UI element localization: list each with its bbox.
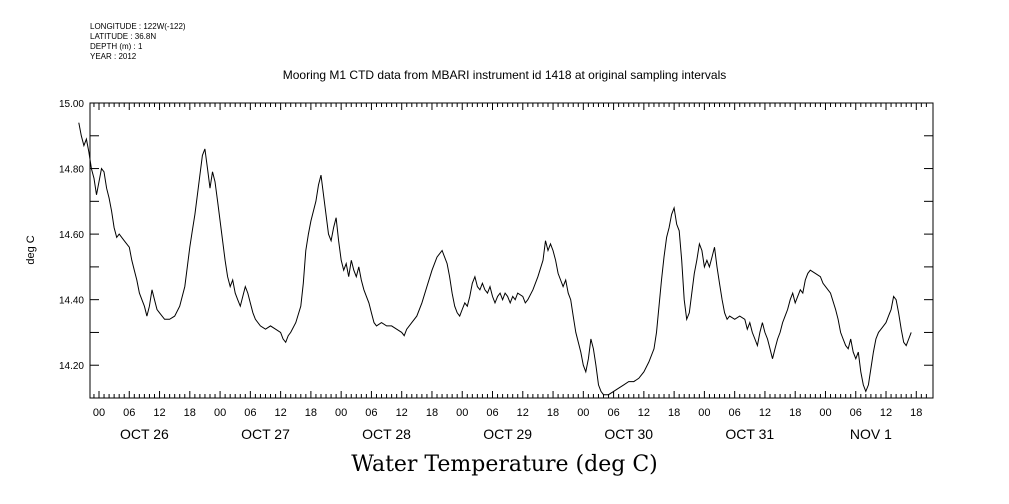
metadata-block: LONGITUDE : 122W(-122) LATITUDE : 36.8N …: [90, 22, 186, 62]
x-tick-label: 00: [214, 407, 226, 419]
x-tick-label: 12: [759, 407, 771, 419]
x-tick-label: 12: [517, 407, 529, 419]
x-tick-label: 00: [819, 407, 831, 419]
series-layer: [78, 122, 912, 396]
x-tick-label: 06: [607, 407, 619, 419]
day-label: OCT 30: [604, 426, 653, 442]
y-tick-label: 14.20: [59, 361, 84, 372]
y-tick-label: 14.40: [59, 296, 84, 307]
x-tick-label: 00: [698, 407, 710, 419]
x-tick-label: 06: [850, 407, 862, 419]
x-tick-label: 18: [184, 407, 196, 419]
plot-frame: [89, 102, 934, 399]
x-tick-label: 18: [789, 407, 801, 419]
x-tick-label: 00: [577, 407, 589, 419]
x-tick-label: 00: [93, 407, 105, 419]
day-label: NOV 1: [850, 426, 892, 442]
day-label: OCT 26: [120, 426, 169, 442]
x-tick-label: 06: [244, 407, 256, 419]
x-tick-label: 18: [305, 407, 317, 419]
temperature-series-line: [78, 122, 912, 396]
latitude-label: LATITUDE : 36.8N: [90, 32, 157, 41]
x-tick-label: 06: [365, 407, 377, 419]
axis-ticks: [90, 102, 933, 399]
y-tick-label: 15.00: [59, 99, 84, 110]
day-label: OCT 28: [362, 426, 411, 442]
x-tick-label: 12: [274, 407, 286, 419]
x-tick-label: 12: [880, 407, 892, 419]
chart-title: Mooring M1 CTD data from MBARI instrumen…: [282, 68, 727, 82]
x-axis-label: Water Temperature (deg C): [351, 452, 658, 477]
longitude-label: LONGITUDE : 122W(-122): [90, 22, 186, 31]
day-label: OCT 31: [725, 426, 774, 442]
x-tick-label: 12: [638, 407, 650, 419]
x-tick-label: 18: [547, 407, 559, 419]
y-tick-label: 14.60: [59, 230, 84, 241]
x-tick-label: 12: [153, 407, 165, 419]
x-tick-label: 00: [335, 407, 347, 419]
x-tick-label: 06: [123, 407, 135, 419]
x-tick-label: 18: [668, 407, 680, 419]
x-tick-label: 18: [910, 407, 922, 419]
y-tick-label: 14.80: [59, 165, 84, 176]
x-tick-label: 12: [396, 407, 408, 419]
x-tick-label: 06: [486, 407, 498, 419]
year-label: YEAR : 2012: [90, 52, 137, 61]
x-tick-label: 06: [729, 407, 741, 419]
x-tick-label: 18: [426, 407, 438, 419]
y-axis-label: deg C: [25, 235, 37, 264]
day-label: OCT 27: [241, 426, 290, 442]
depth-label: DEPTH (m) : 1: [90, 42, 143, 51]
x-tick-label: 00: [456, 407, 468, 419]
day-label: OCT 29: [483, 426, 532, 442]
axis-labels: 00 06 12 18 OCT 26 00 06 12 18 OCT 27 00 06 12 18 OCT …: [59, 99, 922, 442]
